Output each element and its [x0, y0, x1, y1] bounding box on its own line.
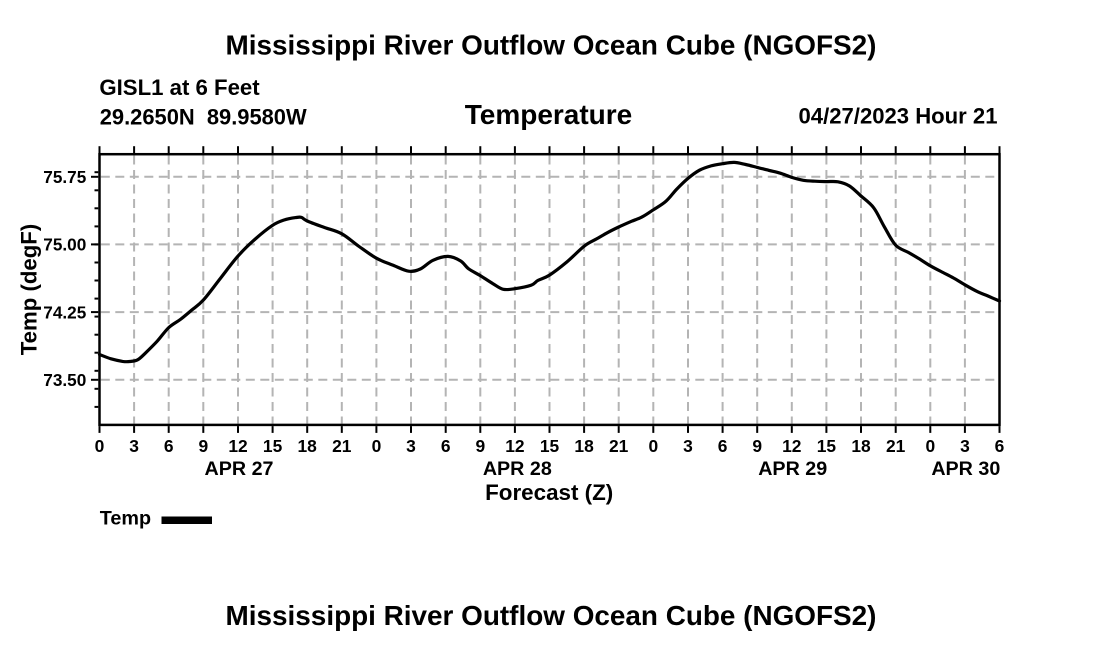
svg-text:Temperature: Temperature — [465, 99, 633, 130]
svg-text:12: 12 — [782, 436, 801, 456]
svg-text:75.75: 75.75 — [43, 167, 86, 187]
svg-text:18: 18 — [298, 436, 318, 456]
svg-text:73.50: 73.50 — [43, 370, 86, 390]
svg-text:Mississippi River Outflow Ocea: Mississippi River Outflow Ocean Cube (NG… — [226, 600, 877, 631]
svg-text:APR 29: APR 29 — [758, 458, 827, 480]
svg-text:15: 15 — [540, 436, 560, 456]
svg-text:3: 3 — [129, 436, 139, 456]
svg-text:0: 0 — [95, 436, 105, 456]
svg-text:Mississippi River Outflow Ocea: Mississippi River Outflow Ocean Cube (NG… — [226, 30, 877, 61]
svg-text:9: 9 — [198, 436, 208, 456]
svg-text:12: 12 — [505, 436, 524, 456]
svg-text:6: 6 — [718, 436, 728, 456]
svg-text:9: 9 — [475, 436, 485, 456]
svg-text:04/27/2023 Hour 21: 04/27/2023 Hour 21 — [799, 104, 998, 129]
svg-text:0: 0 — [925, 436, 935, 456]
svg-text:3: 3 — [683, 436, 693, 456]
svg-text:21: 21 — [886, 436, 906, 456]
svg-text:6: 6 — [441, 436, 451, 456]
svg-text:9: 9 — [752, 436, 762, 456]
svg-text:74.25: 74.25 — [43, 302, 86, 322]
svg-text:Forecast (Z): Forecast (Z) — [485, 480, 613, 505]
svg-text:APR 28: APR 28 — [483, 458, 552, 480]
svg-text:0: 0 — [648, 436, 658, 456]
svg-text:18: 18 — [851, 436, 871, 456]
svg-text:21: 21 — [332, 436, 352, 456]
svg-text:18: 18 — [574, 436, 594, 456]
svg-text:15: 15 — [817, 436, 837, 456]
svg-text:3: 3 — [960, 436, 970, 456]
svg-text:Temp (degF): Temp (degF) — [16, 224, 41, 355]
svg-text:GISL1 at 6 Feet: GISL1 at 6 Feet — [99, 75, 260, 100]
svg-text:75.00: 75.00 — [43, 235, 86, 255]
svg-text:29.2650N 89.9580W: 29.2650N 89.9580W — [100, 105, 307, 130]
svg-text:6: 6 — [995, 436, 1005, 456]
svg-text:3: 3 — [406, 436, 416, 456]
svg-text:21: 21 — [609, 436, 629, 456]
svg-text:12: 12 — [228, 436, 247, 456]
svg-text:Temp: Temp — [100, 507, 151, 529]
svg-text:15: 15 — [263, 436, 283, 456]
svg-text:6: 6 — [164, 436, 174, 456]
svg-text:APR 30: APR 30 — [931, 458, 1000, 480]
svg-text:0: 0 — [372, 436, 382, 456]
svg-text:APR 27: APR 27 — [205, 458, 274, 480]
